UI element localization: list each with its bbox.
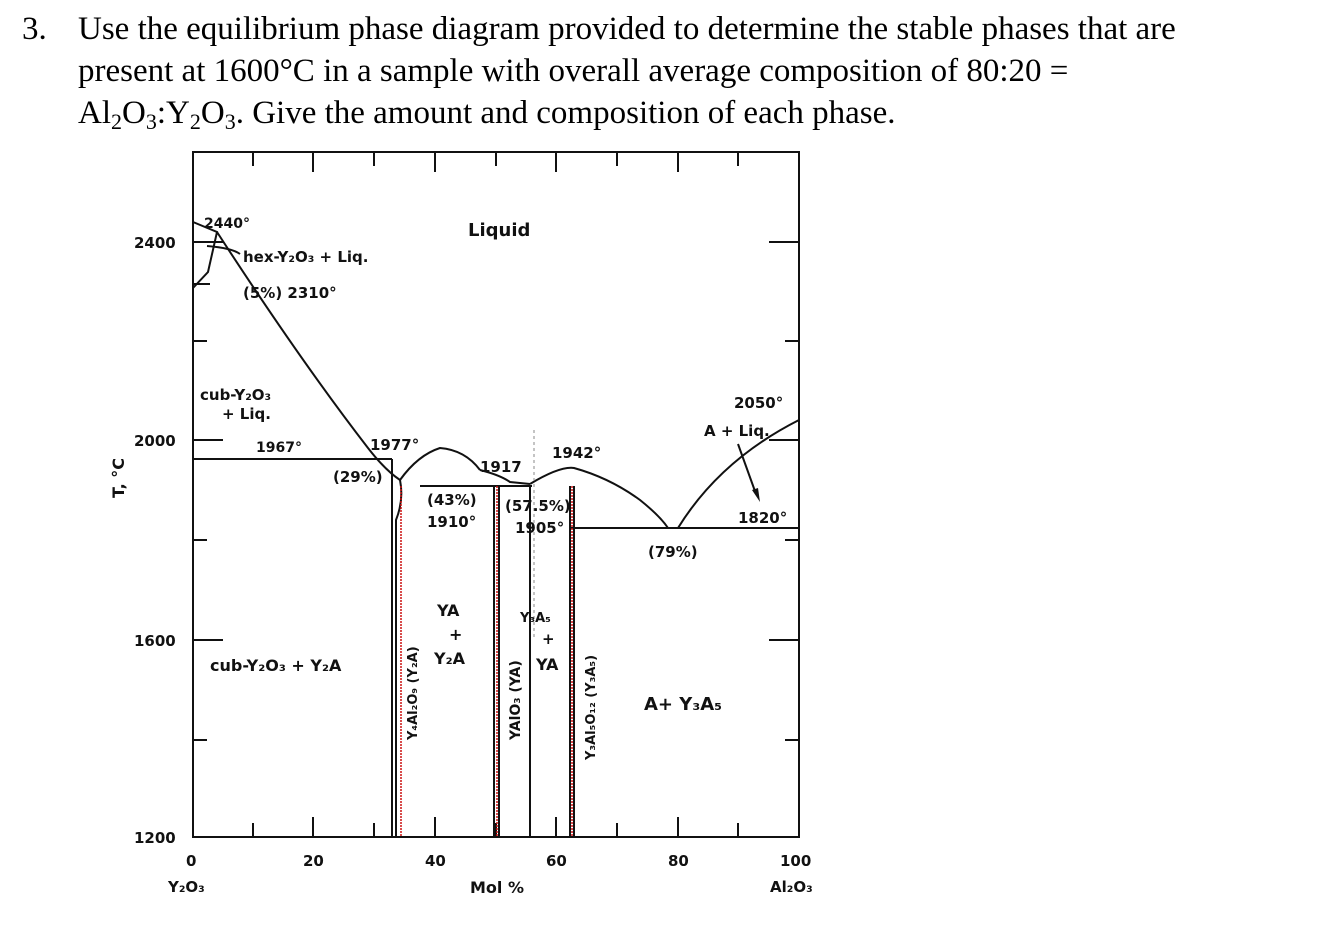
a-liq-label: A + Liq. (704, 422, 770, 440)
x-tick-100: 100 (780, 852, 811, 870)
compound-ya-label: YAlO₃ (YA) (508, 660, 524, 741)
temp-1967: 1967° (256, 440, 302, 456)
compound-lines (400, 486, 573, 837)
y3a5-ya-label-3: YA (535, 655, 559, 674)
x-tick-40: 40 (425, 852, 446, 870)
x-tick-20: 20 (303, 852, 324, 870)
x-tick-60: 60 (546, 852, 567, 870)
top-ticks (252, 152, 739, 172)
temp-1905: 1905° (515, 519, 564, 537)
phase-boundaries (192, 221, 800, 837)
question-line-2: present at 1600°C in a sample with overa… (78, 53, 1069, 89)
hex-boundary (192, 221, 219, 289)
y3a5-ya-label-1: Y₃A₅ (519, 611, 551, 626)
compound-y2a-label: Y₄Al₂O₉ (Y₂A) (406, 646, 421, 741)
y-tick-2400: 2400 (134, 234, 176, 252)
ya-y2a-label-1: YA (436, 601, 460, 620)
temp-2050: 2050° (734, 394, 783, 412)
y-tick-1600: 1600 (134, 632, 176, 650)
pct-79: (79%) (648, 543, 698, 561)
y3a5-ya-label-2: + (542, 630, 555, 648)
y-tick-2000: 2000 (134, 432, 176, 450)
question-line-1: Use the equilibrium phase diagram provid… (78, 11, 1176, 47)
cub-y2a-label: cub-Y₂O₃ + Y₂A (210, 656, 342, 675)
hex-pct-label: (5%) 2310° (243, 284, 337, 302)
x-tick-80: 80 (668, 852, 689, 870)
bottom-ticks (252, 817, 739, 837)
liquid-label: Liquid (468, 220, 530, 241)
temp-1917: 1917 (480, 458, 522, 476)
right-ticks (769, 241, 799, 741)
a-y3a5-label: A+ Y₃A₅ (644, 694, 722, 715)
pct-57-5: (57.5%) (505, 497, 571, 515)
x-right-end: Al₂O₃ (770, 878, 813, 896)
pct-43: (43%) (427, 491, 477, 509)
left-ticks (193, 241, 223, 741)
temp-2440: 2440° (204, 216, 250, 232)
ya-y2a-label-3: Y₂A (433, 649, 466, 668)
hex-liq-label: hex-Y₂O₃ + Liq. (243, 248, 368, 266)
temp-1910: 1910° (427, 513, 476, 531)
question-number: 3. (22, 11, 47, 47)
question-line-3: Al2O3:Y2O3. Give the amount and composit… (78, 95, 896, 134)
x-axis-title: Mol % (470, 878, 524, 897)
y-axis-title: T, °C (109, 458, 128, 498)
temp-1942: 1942° (552, 444, 601, 462)
x-left-end: Y₂O₃ (167, 878, 205, 896)
pct-29: (29%) (333, 468, 383, 486)
temp-1820: 1820° (738, 509, 787, 527)
y-tick-1200: 1200 (134, 829, 176, 847)
cub-liq-label-2: + Liq. (222, 405, 271, 423)
x-tick-0: 0 (186, 852, 196, 870)
temp-1977: 1977° (370, 436, 419, 454)
ya-y2a-label-2: + (449, 625, 462, 644)
cub-liq-label-1: cub-Y₂O₃ (200, 386, 271, 404)
compound-y3a5-label: Y₃Al₅O₁₂ (Y₃A₅) (584, 655, 599, 761)
